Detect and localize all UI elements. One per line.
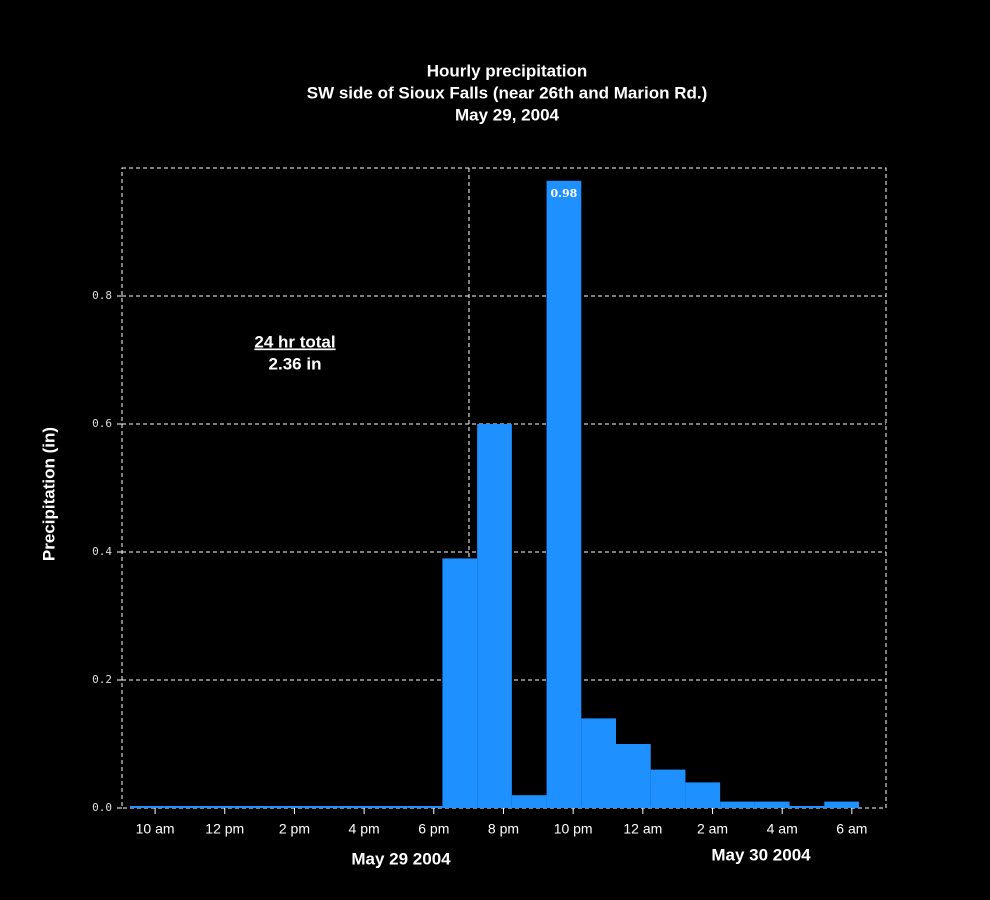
- chart-title: Hourly precipitation: [427, 61, 588, 80]
- date-label: May 29 2004: [351, 849, 451, 868]
- x-tick-label: 4 am: [767, 821, 798, 837]
- bar: [407, 806, 443, 808]
- bar: [650, 769, 686, 808]
- x-tick-label: 4 pm: [349, 821, 380, 837]
- y-tick-label: 0.0: [92, 801, 112, 814]
- x-tick-label: 2 pm: [279, 821, 310, 837]
- bar: [338, 806, 373, 808]
- bar: [373, 806, 408, 808]
- bar: [477, 424, 512, 808]
- bar: [685, 782, 721, 808]
- bar: [581, 718, 616, 808]
- bar: [268, 806, 304, 808]
- x-tick-label: 10 am: [136, 821, 175, 837]
- bar: [164, 806, 200, 808]
- y-tick-label: 0.6: [92, 417, 112, 430]
- x-tick-label: 6 pm: [418, 821, 449, 837]
- data-label: 0.98: [551, 187, 578, 200]
- chart-date: May 29, 2004: [455, 105, 560, 124]
- bar: [754, 801, 790, 808]
- x-tick-label: 12 pm: [205, 821, 244, 837]
- y-tick-label: 0.4: [92, 545, 112, 558]
- annotation: 24 hr total: [254, 332, 335, 351]
- bar: [199, 806, 235, 808]
- annotation: 2.36 in: [269, 354, 322, 373]
- bar: [511, 795, 547, 808]
- bar: [789, 806, 825, 808]
- bar: [303, 806, 339, 808]
- bar: [234, 806, 269, 808]
- bar: [616, 744, 651, 808]
- bar: [546, 180, 582, 809]
- x-tick-label: 2 am: [697, 821, 728, 837]
- bar: [824, 801, 859, 808]
- x-tick-label: 8 pm: [488, 821, 519, 837]
- chart-subtitle: SW side of Sioux Falls (near 26th and Ma…: [307, 83, 708, 102]
- y-axis-label: Precipitation (in): [39, 427, 58, 561]
- x-tick-label: 10 pm: [554, 821, 593, 837]
- bar: [130, 806, 165, 808]
- bar: [442, 558, 478, 808]
- date-label: May 30 2004: [711, 845, 811, 864]
- x-tick-label: 6 am: [836, 821, 867, 837]
- x-tick-label: 12 am: [623, 821, 662, 837]
- bar: [720, 801, 755, 808]
- y-tick-label: 0.2: [92, 673, 112, 686]
- y-tick-label: 0.8: [92, 289, 112, 302]
